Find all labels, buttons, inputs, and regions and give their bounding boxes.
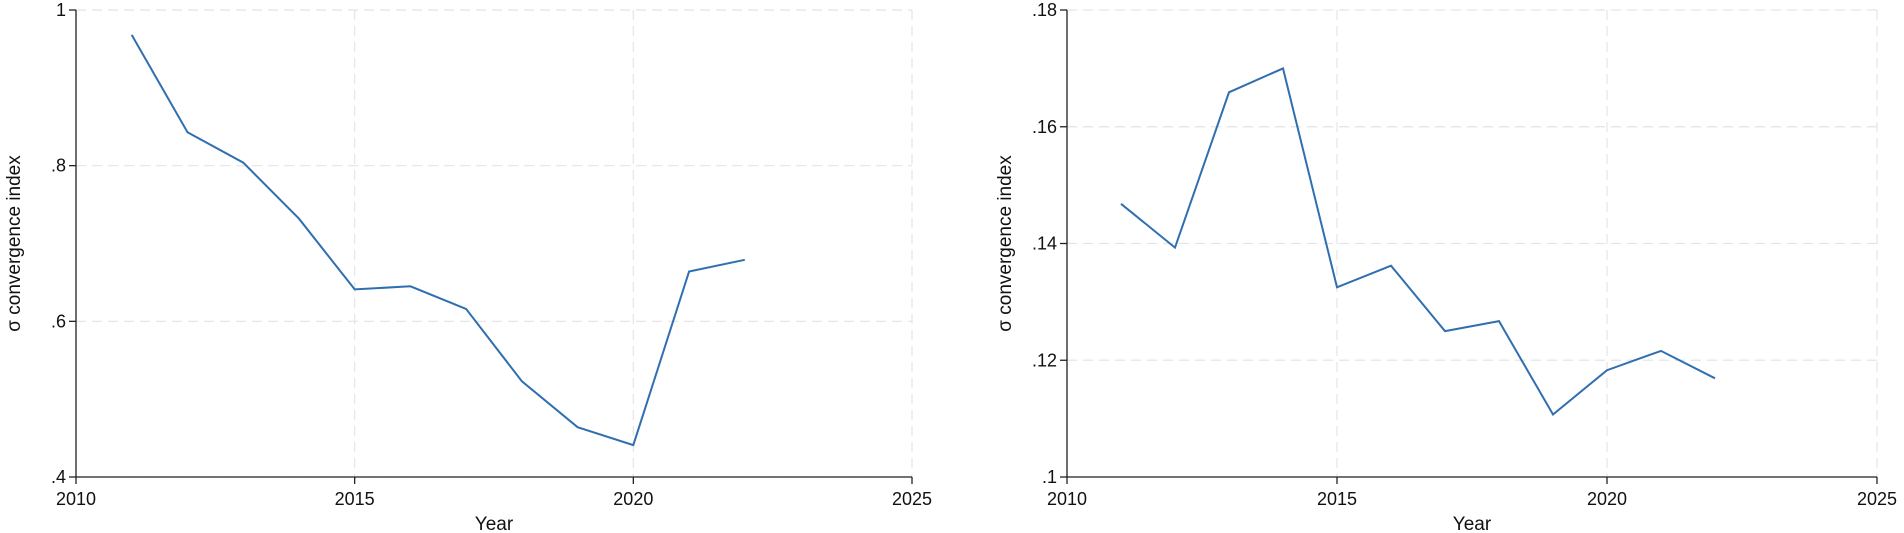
x-axis-title: Year — [1453, 514, 1492, 533]
y-tick-label: .14 — [1032, 234, 1057, 254]
series-line — [1120, 67, 1716, 417]
data-point — [632, 444, 634, 446]
data-point — [1714, 377, 1716, 379]
y-tick-label: .4 — [51, 467, 66, 487]
data-point — [1498, 320, 1500, 322]
x-axis-title: Year — [475, 514, 514, 533]
chart-left-svg: .4 .6 .8 1 2010 2015 2020 2025 Year σ convergence… — [4, 0, 932, 533]
chart-panel-left: .4 .6 .8 1 2010 2015 2020 2025 Year σ convergence… — [4, 0, 932, 533]
x-tick-label: 2025 — [892, 489, 932, 509]
data-point — [688, 271, 690, 273]
y-tick-label: .6 — [51, 311, 66, 331]
data-point — [521, 380, 523, 382]
chart-panel-right: .1 .12 .14 .16 .18 2010 2015 2020 2025 Year σ conv… — [952, 0, 1904, 533]
data-point — [577, 426, 579, 428]
x-tick-label: 2010 — [56, 489, 96, 509]
data-point — [186, 131, 188, 133]
chart-right-svg: .1 .12 .14 .16 .18 2010 2015 2020 2025 Year σ conv… — [995, 0, 1897, 533]
data-point — [1336, 286, 1338, 288]
data-point — [131, 34, 133, 36]
data-point — [1228, 91, 1230, 93]
data-point — [744, 259, 746, 261]
y-axis-title: σ convergence index — [995, 155, 1016, 332]
data-point — [1282, 67, 1284, 69]
data-point — [298, 218, 300, 220]
x-tick-label: 2020 — [613, 489, 653, 509]
y-tick-label: .8 — [51, 156, 66, 176]
data-point — [1660, 350, 1662, 352]
y-tick-label: .12 — [1032, 350, 1057, 370]
y-tick-label: .1 — [1042, 467, 1057, 487]
y-tick-label: 1 — [56, 0, 66, 20]
x-tick-label: 2015 — [1317, 489, 1357, 509]
x-tick-label: 2010 — [1047, 489, 1087, 509]
data-point — [242, 162, 244, 164]
data-point — [409, 285, 411, 287]
y-tick-label: .16 — [1032, 117, 1057, 137]
data-point — [465, 308, 467, 310]
data-point — [1120, 203, 1122, 205]
data-point — [1174, 247, 1176, 249]
x-tick-label: 2025 — [1857, 489, 1897, 509]
data-point — [1606, 369, 1608, 371]
data-point — [354, 288, 356, 290]
data-point — [1552, 414, 1554, 416]
y-tick-label: .18 — [1032, 0, 1057, 20]
data-point — [1390, 265, 1392, 267]
y-axis-title: σ convergence index — [4, 155, 25, 332]
x-tick-label: 2015 — [335, 489, 375, 509]
series-line — [130, 34, 746, 447]
data-point — [1444, 330, 1446, 332]
x-tick-label: 2020 — [1587, 489, 1627, 509]
